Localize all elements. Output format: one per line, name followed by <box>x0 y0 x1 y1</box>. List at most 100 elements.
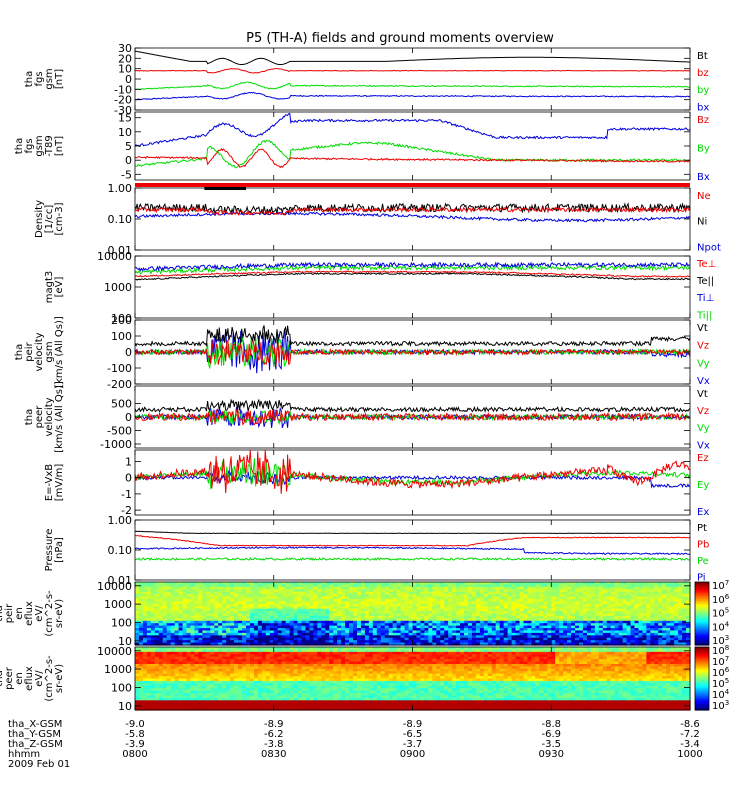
spectrogram-cell <box>182 615 188 619</box>
spectrogram-cell <box>579 608 584 612</box>
spectrogram-cell <box>618 613 624 617</box>
spectrogram-cell <box>277 594 283 598</box>
spectrogram-cell <box>642 589 647 593</box>
spectrogram-cell <box>559 637 564 641</box>
spectrogram-cell <box>273 656 279 660</box>
spectrogram-cell <box>273 659 279 663</box>
spectrogram-cell <box>285 623 291 627</box>
spectrogram-cell <box>579 632 584 636</box>
spectrogram-cell <box>559 594 564 598</box>
spectrogram-cell <box>257 693 263 697</box>
spectrogram-cell <box>539 591 544 595</box>
spectrogram-cell <box>265 671 271 675</box>
spectrogram-cell <box>602 615 608 619</box>
spectrogram-cell <box>345 584 350 588</box>
spectrogram-cell <box>448 642 453 646</box>
spectrogram-cell <box>234 673 239 677</box>
spectrogram-cell <box>464 589 469 593</box>
spectrogram-cell <box>571 623 576 627</box>
spectrogram-cell <box>305 596 311 600</box>
spectrogram-cell <box>527 591 533 595</box>
spectrogram-cell <box>531 635 536 639</box>
spectrogram-cell <box>178 678 184 682</box>
spectrogram-cell <box>269 647 275 651</box>
spectrogram-cell <box>618 584 624 588</box>
spectrogram-cell <box>166 635 172 639</box>
spectrogram-cell <box>253 663 259 667</box>
spectrogram-cell <box>543 586 548 590</box>
spectrogram-cell <box>634 618 640 622</box>
spectrogram-cell <box>515 623 521 627</box>
spectrogram-cell <box>475 635 481 639</box>
spectrogram-cell <box>297 608 303 612</box>
spectrogram-cell <box>388 586 394 590</box>
spectrogram-cell <box>234 666 239 670</box>
spectrogram-cell <box>313 623 318 627</box>
spectrogram-cell <box>246 668 251 672</box>
spectrogram-cell <box>285 601 291 605</box>
spectrogram-cell <box>646 611 651 615</box>
spectrogram-cell <box>364 611 370 615</box>
spectrogram-cell <box>626 596 632 600</box>
spectrogram-cell <box>598 598 604 602</box>
legend-label: by <box>697 85 709 96</box>
spectrogram-cell <box>253 705 259 709</box>
spectrogram-cell <box>178 673 184 677</box>
spectrogram-cell <box>206 676 211 680</box>
spectrogram-cell <box>329 598 334 602</box>
spectrogram-cell <box>670 584 675 588</box>
spectrogram-cell <box>380 628 386 632</box>
spectrogram-cell <box>238 697 243 701</box>
spectrogram-cell <box>650 637 655 641</box>
spectrogram-cell <box>166 697 172 701</box>
spectrogram-cell <box>380 606 386 610</box>
spectrogram-cell <box>150 603 156 607</box>
spectrogram-cell <box>666 589 671 593</box>
spectrogram-cell <box>226 625 231 629</box>
spectrogram-cell <box>309 640 314 644</box>
spectrogram-cell <box>360 589 366 593</box>
spectrogram-cell <box>670 582 675 586</box>
spectrogram-cell <box>567 586 572 590</box>
spectrogram-cell <box>360 596 366 600</box>
spectrogram-cell <box>281 680 287 684</box>
spectrogram-cell <box>555 611 560 615</box>
spectrogram-cell <box>249 615 255 619</box>
spectrogram-cell <box>202 697 207 701</box>
spectrogram-cell <box>293 640 299 644</box>
spectrogram-cell <box>535 596 540 600</box>
spectrogram-cell <box>246 695 251 699</box>
spectrogram-cell <box>444 606 449 610</box>
spectrogram-cell <box>249 642 255 646</box>
spectrogram-cell <box>293 630 299 634</box>
spectrogram-cell <box>531 625 536 629</box>
spectrogram-cell <box>198 673 203 677</box>
spectrogram-cell <box>178 596 184 600</box>
spectrogram-cell <box>634 642 640 646</box>
spectrogram-cell <box>218 671 223 675</box>
spectrogram-cell <box>614 620 620 624</box>
spectrogram-cell <box>289 591 295 595</box>
spectrogram-cell <box>598 591 604 595</box>
spectrogram-cell <box>285 596 291 600</box>
spectrogram-cell <box>400 615 406 619</box>
spectrogram-cell <box>170 632 176 636</box>
spectrogram-cell <box>265 659 271 663</box>
spectrogram-cell <box>511 594 517 598</box>
spectrogram-cell <box>590 582 596 586</box>
spectrogram-cell <box>630 584 636 588</box>
spectrogram-cell <box>420 613 425 617</box>
spectrogram-cell <box>277 683 283 687</box>
spectrogram-cell <box>246 690 251 694</box>
spectrogram-cell <box>234 647 239 651</box>
spectrogram-cell <box>416 586 422 590</box>
spectrogram-cell <box>337 618 342 622</box>
spectrogram-cell <box>301 596 307 600</box>
spectrogram-cell <box>261 695 267 699</box>
spectrogram-cell <box>460 632 465 636</box>
spectrogram-cell <box>329 603 334 607</box>
spectrogram-cell <box>190 661 196 665</box>
spectrogram-cell <box>135 606 140 610</box>
spectrogram-cell <box>507 594 513 598</box>
